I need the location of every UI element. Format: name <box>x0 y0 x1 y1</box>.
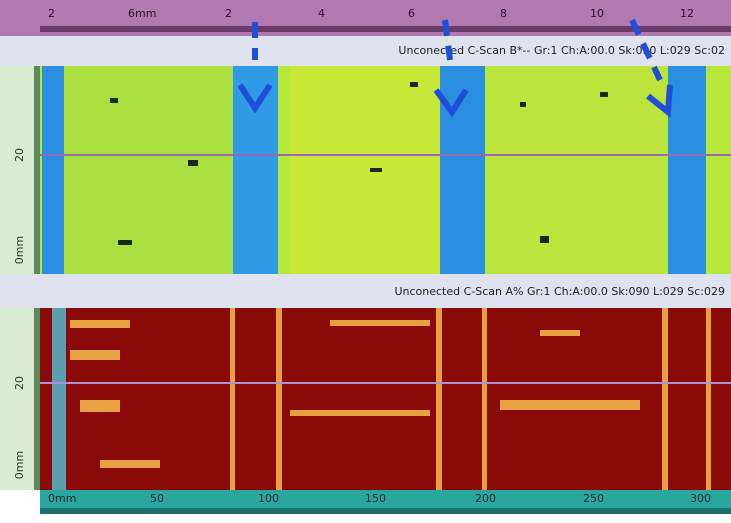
bottom-ruler-label: 100 <box>258 492 279 505</box>
left-ruler-bar <box>34 308 40 490</box>
left-ruler-label: 0mm <box>13 236 26 264</box>
top-ruler-label: 2 <box>225 7 232 20</box>
top-ruler-label: 2 <box>48 7 55 20</box>
bottom-ruler-label: 200 <box>475 492 496 505</box>
scan-header: Unconected C-Scan A% Gr:1 Ch:A:00.0 Sk:0… <box>394 285 725 298</box>
top-ruler-label: 12 <box>680 7 694 20</box>
left-ruler-label: 0mm <box>13 451 26 479</box>
c-scan-a-image <box>40 308 731 490</box>
left-ruler-label: 20 <box>13 376 26 390</box>
left-ruler-label: 20 <box>13 148 26 162</box>
top-ruler-label: 6 <box>408 7 415 20</box>
top-ruler-label: 10 <box>590 7 604 20</box>
c-scan-b-image <box>40 66 731 274</box>
bottom-ruler-bar <box>40 508 731 514</box>
bottom-ruler-label: 300 <box>690 492 711 505</box>
top-ruler-label: 4 <box>318 7 325 20</box>
bottom-ruler-label: 50 <box>150 492 164 505</box>
top-ruler-label: 8 <box>500 7 507 20</box>
left-ruler-bar <box>34 66 40 274</box>
bottom-ruler-label: 0mm <box>48 492 76 505</box>
bottom-ruler-label: 250 <box>583 492 604 505</box>
bottom-ruler-label: 150 <box>365 492 386 505</box>
top-ruler-bar <box>40 26 731 32</box>
top-ruler-label: 6mm <box>128 7 156 20</box>
scan-window: Unconected C-Scan B*-- Gr:1 Ch:A:00.0 Sk… <box>0 0 731 519</box>
